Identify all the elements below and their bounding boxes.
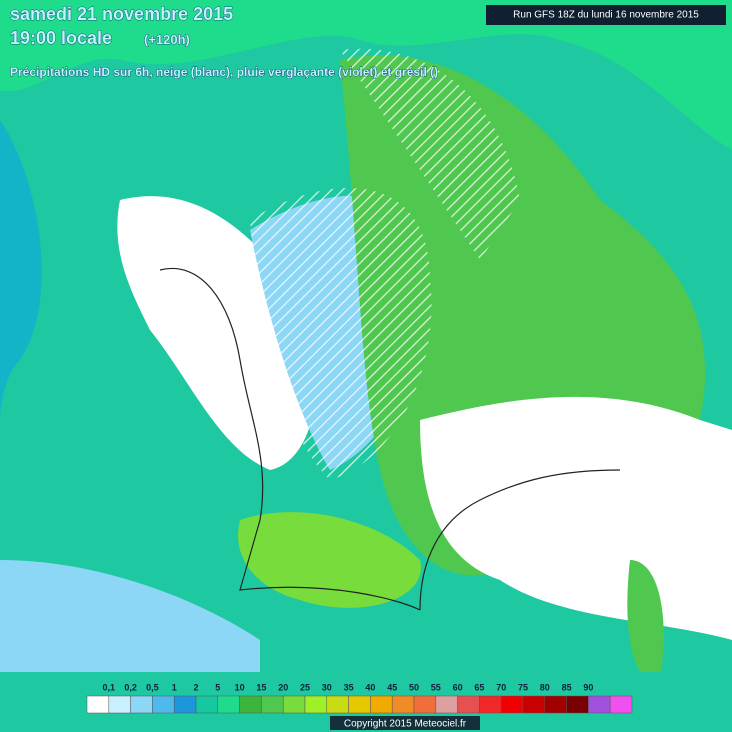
legend-swatch xyxy=(173,695,197,714)
legend-label: 40 xyxy=(365,682,375,692)
legend-swatch xyxy=(326,695,349,714)
legend-label: 5 xyxy=(215,682,220,692)
legend-label: 30 xyxy=(322,682,332,692)
legend-label: 2 xyxy=(193,682,198,692)
legend-label: 55 xyxy=(431,682,441,692)
legend-swatch xyxy=(261,695,284,714)
precip-south xyxy=(238,512,421,608)
legend-swatch xyxy=(239,695,262,714)
legend-swatch xyxy=(435,695,458,714)
legend-swatch xyxy=(130,695,153,714)
legend-swatch xyxy=(522,695,546,714)
legend-swatch xyxy=(544,695,567,714)
copyright: Copyright 2015 Meteociel.fr xyxy=(344,719,467,730)
run-box xyxy=(486,5,726,25)
legend-swatch xyxy=(152,695,175,714)
legend-label: 80 xyxy=(540,682,550,692)
description: Précipitations HD sur 6h, neige (blanc),… xyxy=(10,65,438,79)
legend-swatch xyxy=(304,695,328,714)
legend-swatch xyxy=(457,695,480,714)
legend-label: 50 xyxy=(409,682,419,692)
legend-label: 70 xyxy=(496,682,506,692)
legend-label: 60 xyxy=(453,682,463,692)
legend-label: 15 xyxy=(256,682,266,692)
legend-swatch xyxy=(566,695,589,714)
run-label: Run GFS 18Z du lundi 16 novembre 2015 xyxy=(513,10,699,21)
legend-swatch xyxy=(391,695,415,714)
legend-swatch xyxy=(370,695,393,714)
legend-label: 65 xyxy=(474,682,484,692)
precip-spain xyxy=(0,560,260,680)
lead: (+120h) xyxy=(144,32,190,47)
precip-west xyxy=(0,120,42,420)
legend-label: 20 xyxy=(278,682,288,692)
legend-label: 1 xyxy=(172,682,177,692)
legend-swatch xyxy=(500,695,524,714)
legend-swatch xyxy=(609,695,633,714)
corsica-precip xyxy=(627,560,664,682)
legend-label: 85 xyxy=(562,682,572,692)
legend-swatch xyxy=(348,695,371,714)
legend-label: 0,1 xyxy=(103,682,116,692)
snow-hatch xyxy=(250,48,520,480)
legend-swatch xyxy=(282,695,306,714)
legend-label: 0,5 xyxy=(146,682,159,692)
legend-swatch xyxy=(479,695,502,714)
legend-swatch xyxy=(86,695,110,714)
date: samedi 21 novembre 2015 xyxy=(10,4,233,24)
legend-label: 45 xyxy=(387,682,397,692)
legend-swatch xyxy=(413,695,437,714)
legend-swatch xyxy=(588,695,611,714)
legend-label: 25 xyxy=(300,682,310,692)
legend-label: 35 xyxy=(344,682,354,692)
copyright-box xyxy=(330,716,480,730)
legend-label: 90 xyxy=(583,682,593,692)
legend-label: 0,2 xyxy=(124,682,137,692)
legend-swatch xyxy=(217,695,240,714)
precip-north xyxy=(0,0,732,150)
legend-label: 75 xyxy=(518,682,528,692)
legend-label: 10 xyxy=(235,682,245,692)
borders xyxy=(159,267,621,611)
legend-swatch xyxy=(108,695,131,714)
time: 19:00 locale xyxy=(10,28,112,48)
legend-swatch xyxy=(195,695,219,714)
